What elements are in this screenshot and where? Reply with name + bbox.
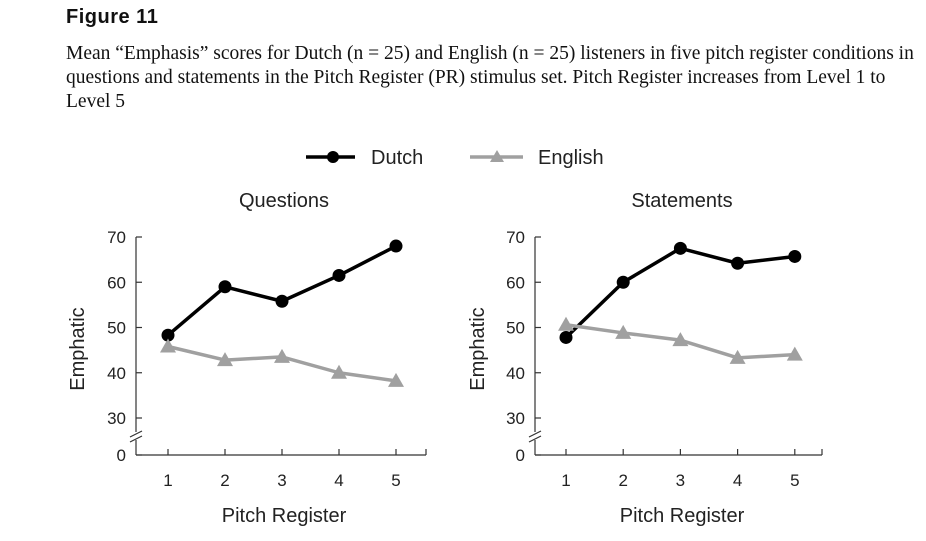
dutch-data-point <box>616 275 630 289</box>
y-tick-label: 30 <box>107 409 126 428</box>
y-tick-label: 40 <box>506 364 525 383</box>
dutch-data-point <box>731 256 745 270</box>
english-data-point <box>786 346 803 361</box>
y-tick-label: 60 <box>107 273 126 292</box>
english-data-point <box>217 352 233 367</box>
english-data-point <box>615 324 632 339</box>
dutch-data-point <box>161 328 175 342</box>
x-tick-label: 3 <box>676 471 685 490</box>
y-tick-label: 60 <box>506 273 525 292</box>
legend-english-label: English <box>538 147 604 169</box>
english-data-point <box>331 364 347 379</box>
english-data-point <box>160 338 176 353</box>
dutch-data-point <box>673 241 687 255</box>
axis-break-mark <box>528 430 542 438</box>
x-tick-label: 1 <box>163 471 172 490</box>
dutch-data-point <box>559 330 573 344</box>
questions-panel: Questions 0 30 40 50 60 70 1 2 3 4 5 Pitch Register E… <box>67 190 427 527</box>
x-axis-label: Pitch Register <box>620 505 745 527</box>
x-tick-label: 4 <box>334 471 343 490</box>
x-tick-label: 5 <box>790 471 799 490</box>
dutch-data-point <box>332 268 346 282</box>
x-tick-label: 2 <box>220 471 229 490</box>
y-tick-label: 0 <box>117 446 126 465</box>
x-tick-label: 5 <box>391 471 400 490</box>
x-tick-label: 1 <box>561 471 570 490</box>
y-tick-label: 70 <box>107 228 126 247</box>
axis-break-mark <box>129 435 143 443</box>
y-tick-label: 70 <box>506 228 525 247</box>
dutch-data-point <box>218 280 232 294</box>
dutch-data-point <box>389 239 403 253</box>
y-axis-label: Emphatic <box>67 307 89 390</box>
legend-english-marker <box>490 150 504 162</box>
dutch-data-point <box>788 249 802 263</box>
axis-break-mark <box>528 435 542 443</box>
dutch-series-line <box>166 244 397 337</box>
english-data-point <box>672 332 689 347</box>
figure-label: Figure 11 <box>66 6 159 28</box>
english-data-point <box>558 316 574 331</box>
x-tick-label: 3 <box>277 471 286 490</box>
panel-title: Statements <box>631 190 732 212</box>
y-axis-label: Emphatic <box>467 307 489 390</box>
english-data-point <box>388 372 404 387</box>
x-axis-label: Pitch Register <box>222 505 347 527</box>
statements-panel: Statements 0 30 40 50 60 70 1 2 3 4 5 Pitch Register… <box>467 190 823 527</box>
axis-break-mark <box>129 430 143 438</box>
x-tick-label: 4 <box>733 471 742 490</box>
legend: Dutch English <box>306 147 604 169</box>
dutch-data-point <box>275 294 289 308</box>
y-tick-label: 50 <box>506 319 525 338</box>
english-data-point <box>274 348 290 363</box>
y-tick-label: 50 <box>107 319 126 338</box>
panel-title: Questions <box>239 190 329 212</box>
legend-dutch-marker <box>327 151 339 163</box>
legend-dutch-label: Dutch <box>371 147 423 169</box>
dutch-series-line <box>564 246 796 339</box>
y-tick-label: 0 <box>516 446 525 465</box>
y-tick-label: 40 <box>107 364 126 383</box>
figure-caption: Mean “Emphasis” scores for Dutch (n = 25… <box>66 43 914 112</box>
english-data-point <box>729 349 746 364</box>
x-tick-label: 2 <box>618 471 627 490</box>
y-tick-label: 30 <box>506 409 525 428</box>
